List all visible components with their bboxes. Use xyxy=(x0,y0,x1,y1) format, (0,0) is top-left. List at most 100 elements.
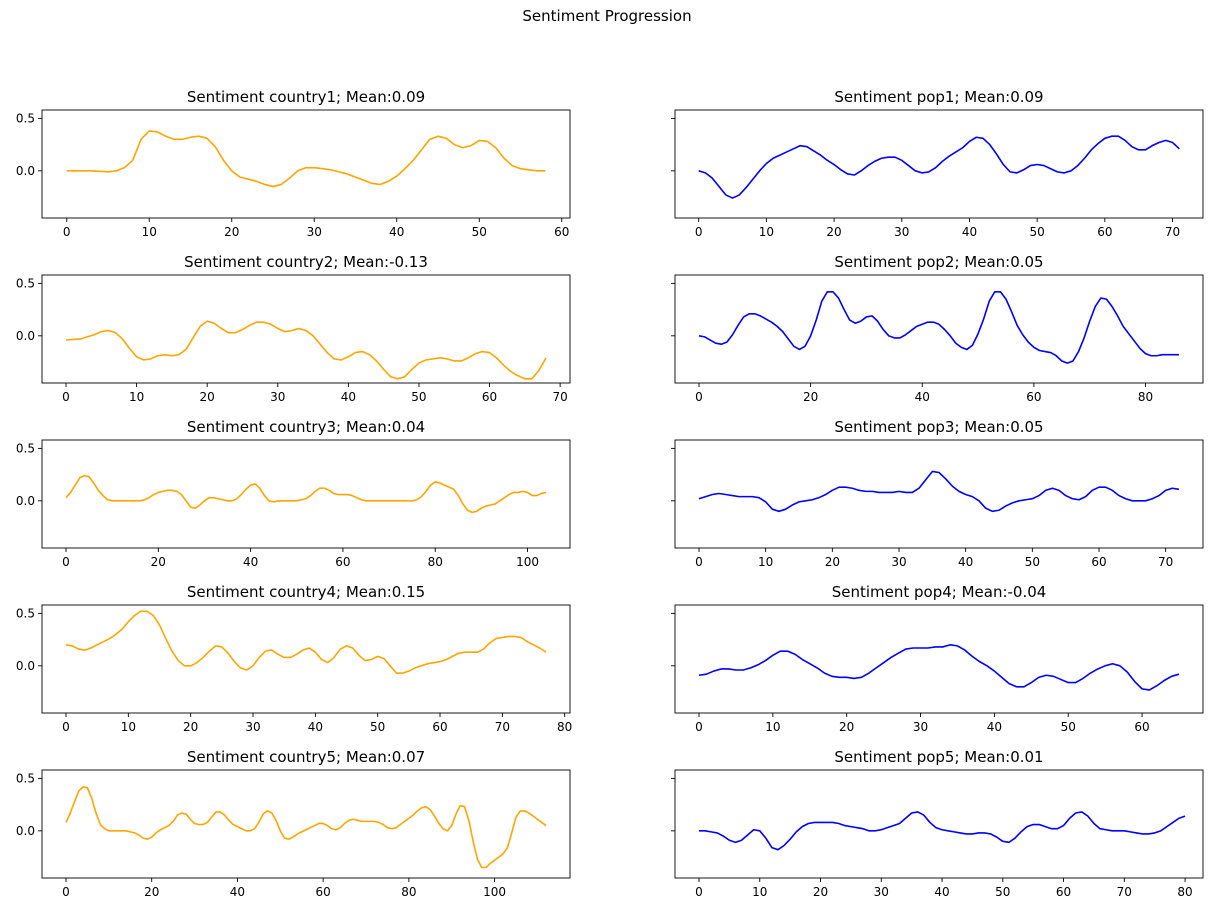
subplot-7-ytick-label: 0.0 xyxy=(16,659,35,673)
subplot-8: Sentiment pop4; Mean:-0.04 0 10 20 30 40 50 60 xyxy=(671,583,1204,734)
subplot-3-xtick-label: 20 xyxy=(200,390,215,404)
subplot-5-xtick-label: 20 xyxy=(151,555,166,569)
subplot-1-xtick-label: 60 xyxy=(554,225,569,239)
subplot-10-title: Sentiment pop5; Mean:0.01 xyxy=(834,748,1043,766)
subplot-3-xtick-label: 70 xyxy=(552,390,567,404)
subplot-8-xtick-label: 50 xyxy=(1061,720,1076,734)
subplot-2-axes-frame xyxy=(674,109,1204,219)
subplot-8-xtick-label: 0 xyxy=(695,720,703,734)
subplot-6-xtick-label: 70 xyxy=(1158,555,1173,569)
subplot-8-series-line xyxy=(698,644,1180,691)
subplot-6-series-line xyxy=(698,470,1180,513)
subplot-7-ytick-label: 0.5 xyxy=(16,606,35,620)
subplot-10: Sentiment pop5; Mean:0.01 0 10 20 30 40 50 60 70… xyxy=(671,748,1204,899)
subplot-3-ytick-label: 0.0 xyxy=(16,329,35,343)
subplot-10-xtick-label: 50 xyxy=(995,885,1010,899)
subplot-4-xtick-label: 80 xyxy=(1138,390,1153,404)
subplot-1-xtick-label: 50 xyxy=(472,225,487,239)
subplot-7-series-line xyxy=(65,610,547,674)
subplot-7-xtick-label: 60 xyxy=(432,720,447,734)
subplot-4-xtick-label: 40 xyxy=(915,390,930,404)
subplot-5-xtick-label: 40 xyxy=(243,555,258,569)
subplot-6-xtick-label: 10 xyxy=(758,555,773,569)
subplot-8-xtick-label: 60 xyxy=(1134,720,1149,734)
subplot-10-xtick-label: 70 xyxy=(1117,885,1132,899)
subplot-7-xtick-label: 40 xyxy=(308,720,323,734)
subplot-3-axes-frame xyxy=(41,274,571,384)
subplot-5-xtick-label: 0 xyxy=(62,555,70,569)
subplot-9-series-line xyxy=(65,785,547,869)
subplot-5-ytick-label: 0.0 xyxy=(16,494,35,508)
subplot-7: Sentiment country4; Mean:0.15 0 10 20 30 40 50… xyxy=(16,583,572,734)
subplot-9-ytick-label: 0.0 xyxy=(16,824,35,838)
subplot-9-xtick-label: 100 xyxy=(483,885,506,899)
subplot-9-xtick-label: 60 xyxy=(316,885,331,899)
subplot-3-xtick-label: 30 xyxy=(270,390,285,404)
subplot-9-xtick-label: 20 xyxy=(144,885,159,899)
subplot-7-xtick-label: 70 xyxy=(495,720,510,734)
subplot-4-xtick-label: 0 xyxy=(695,390,703,404)
subplot-7-xtick-label: 20 xyxy=(183,720,198,734)
subplot-10-xtick-label: 20 xyxy=(813,885,828,899)
subplot-5-series-line xyxy=(65,474,547,514)
subplot-3-xtick-label: 10 xyxy=(129,390,144,404)
subplot-7-xtick-label: 30 xyxy=(245,720,260,734)
subplot-2-xtick-label: 40 xyxy=(962,225,977,239)
subplot-9-xtick-label: 0 xyxy=(62,885,70,899)
subplot-2-xtick-label: 0 xyxy=(695,225,703,239)
subplot-10-axes-frame xyxy=(674,769,1204,879)
subplot-6-xtick-label: 40 xyxy=(958,555,973,569)
figure-title: Sentiment Progression xyxy=(522,7,692,25)
subplot-6-xtick-label: 0 xyxy=(695,555,703,569)
subplot-2: Sentiment pop1; Mean:0.09 0 10 20 30 40 50 60 70 xyxy=(671,88,1204,239)
subplot-2-xtick-label: 30 xyxy=(894,225,909,239)
subplot-5-axes-frame xyxy=(41,439,571,549)
subplot-6-xtick-label: 50 xyxy=(1025,555,1040,569)
subplot-1-xtick-label: 30 xyxy=(307,225,322,239)
subplot-9-xtick-label: 80 xyxy=(401,885,416,899)
subplot-4-xtick-label: 60 xyxy=(1026,390,1041,404)
subplot-1-xtick-label: 20 xyxy=(224,225,239,239)
subplot-3-xtick-label: 0 xyxy=(62,390,70,404)
subplot-7-xtick-label: 10 xyxy=(121,720,136,734)
subplot-8-xtick-label: 20 xyxy=(839,720,854,734)
subplot-2-xtick-label: 50 xyxy=(1030,225,1045,239)
subplot-6-title: Sentiment pop3; Mean:0.05 xyxy=(834,418,1043,436)
subplot-6-xtick-label: 30 xyxy=(891,555,906,569)
subplot-3-title: Sentiment country2; Mean:-0.13 xyxy=(184,253,428,271)
subplot-2-title: Sentiment pop1; Mean:0.09 xyxy=(834,88,1043,106)
subplot-9-ytick-label: 0.5 xyxy=(16,771,35,785)
subplot-6-axes-frame xyxy=(674,439,1204,549)
subplot-10-xtick-label: 30 xyxy=(874,885,889,899)
subplot-1-xtick-label: 40 xyxy=(389,225,404,239)
subplot-7-title: Sentiment country4; Mean:0.15 xyxy=(187,583,425,601)
subplot-3-xtick-label: 60 xyxy=(482,390,497,404)
subplot-2-xtick-label: 20 xyxy=(826,225,841,239)
subplot-10-xtick-label: 40 xyxy=(934,885,949,899)
subplot-5-xtick-label: 60 xyxy=(335,555,350,569)
subplot-4-series-line xyxy=(698,290,1179,364)
subplot-1-series-line xyxy=(66,130,546,188)
subplot-2-xtick-label: 60 xyxy=(1097,225,1112,239)
subplot-8-xtick-label: 40 xyxy=(987,720,1002,734)
subplot-6-xtick-label: 20 xyxy=(825,555,840,569)
subplot-10-xtick-label: 80 xyxy=(1177,885,1192,899)
subplot-10-xtick-label: 10 xyxy=(752,885,767,899)
subplot-7-xtick-label: 80 xyxy=(557,720,572,734)
subplot-10-series-line xyxy=(699,811,1186,851)
subplot-6-xtick-label: 60 xyxy=(1091,555,1106,569)
subplot-4-xtick-label: 20 xyxy=(803,390,818,404)
subplot-5-xtick-label: 100 xyxy=(516,555,539,569)
subplot-5-title: Sentiment country3; Mean:0.04 xyxy=(187,418,425,436)
subplot-5: Sentiment country3; Mean:0.04 0 20 40 60 80 10… xyxy=(16,418,571,569)
subplot-1: Sentiment country1; Mean:0.09 0 10 20 30 40 50… xyxy=(16,88,571,239)
subplot-2-xtick-label: 10 xyxy=(759,225,774,239)
subplot-2-xtick-label: 70 xyxy=(1165,225,1180,239)
subplot-8-xtick-label: 30 xyxy=(913,720,928,734)
subplot-8-xtick-label: 10 xyxy=(765,720,780,734)
subplot-9-xtick-label: 40 xyxy=(230,885,245,899)
subplot-8-title: Sentiment pop4; Mean:-0.04 xyxy=(832,583,1047,601)
subplot-7-xtick-label: 0 xyxy=(62,720,70,734)
subplot-1-ytick-label: 0.5 xyxy=(16,111,35,125)
